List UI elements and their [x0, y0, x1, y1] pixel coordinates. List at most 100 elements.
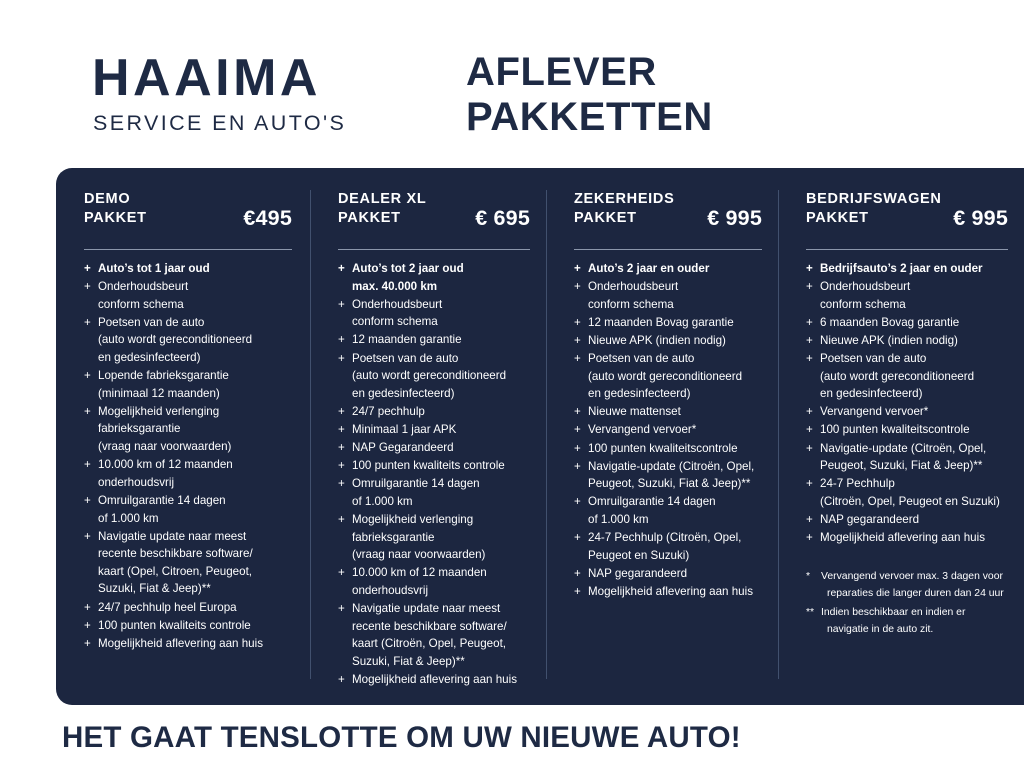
feature-text-line: Mogelijkheid aflevering aan huis	[98, 636, 263, 650]
page-title: AFLEVER PAKKETTEN	[466, 50, 713, 140]
plus-icon: +	[574, 566, 581, 580]
plus-icon: +	[84, 458, 91, 472]
feature-text-line: NAP gegarandeerd	[820, 513, 920, 527]
feature-text-line: 24/7 pechhulp heel Europa	[98, 600, 237, 614]
feature-text-line: Poetsen van de auto	[352, 351, 459, 365]
feature-item: + Onderhoudsbeurt conform schema	[84, 278, 294, 313]
page-header: HAAIMA SERVICE EN AUTO'S AFLEVER PAKKETT…	[0, 0, 1024, 168]
feature-text-line: Omruilgarantie 14 dagen	[98, 493, 226, 507]
feature-text-line: onderhoudsvrij	[98, 475, 175, 489]
feature-text-line: Peugeot, Suzuki, Fiat & Jeep)**	[820, 459, 983, 473]
feature-text: Omruilgarantie 14 dagen of 1.000 km	[352, 475, 530, 510]
feature-text-line: Nieuwe mattenset	[588, 405, 681, 419]
feature-text: Nieuwe APK (indien nodig)	[820, 332, 1008, 350]
feature-item: + Poetsen van de auto (auto wordt gerecond…	[574, 350, 762, 403]
feature-text-line: (vraag naar voorwaarden)	[352, 548, 486, 562]
package-title-line-1: ZEKERHEIDS	[574, 191, 675, 207]
feature-text-line: (auto wordt gereconditioneerd	[588, 369, 743, 383]
feature-text-line: Navigatie update naar meest	[352, 602, 501, 616]
feature-text: Nieuwe APK (indien nodig)	[588, 332, 762, 350]
feature-item: +12 maanden Bovag garantie	[574, 314, 762, 332]
feature-text-line: of 1.000 km	[98, 511, 159, 525]
footnote-line: navigatie in de auto zit.	[827, 624, 934, 636]
feature-item: + NAP gegarandeerd	[806, 511, 1008, 529]
plus-icon: +	[574, 584, 581, 598]
plus-icon: +	[806, 352, 813, 366]
feature-text: Auto’s 2 jaar en ouder	[588, 260, 762, 278]
plus-icon: +	[84, 618, 91, 632]
feature-text-line: of 1.000 km	[588, 513, 649, 527]
feature-text: Onderhoudsbeurt conform schema	[588, 278, 762, 313]
package-price: € 995	[953, 206, 1008, 230]
feature-text-line: Omruilgarantie 14 dagen	[588, 495, 716, 509]
feature-item: + Vervangend vervoer*	[806, 403, 1008, 421]
feature-text-line: kaart (Opel, Citroen, Peugeot,	[98, 564, 253, 578]
page-title-line-2: PAKKETTEN	[466, 94, 713, 139]
feature-text: Poetsen van de auto (auto wordt gerecondi…	[588, 350, 762, 403]
plus-icon: +	[574, 262, 581, 275]
feature-item: + Lopende fabrieksgarantie (minimaal 12 ma…	[84, 367, 294, 402]
feature-text: Bedrijfsauto’s 2 jaar en ouder	[820, 260, 1008, 278]
feature-item: + Nieuwe mattenset	[574, 403, 762, 421]
plus-icon: +	[806, 477, 813, 491]
plus-icon: +	[574, 495, 581, 509]
footnote-marker: *	[806, 570, 811, 582]
footnote-marker: **	[806, 607, 815, 619]
package-header: BEDRIJFSWAGEN PAKKET € 995	[806, 190, 1008, 240]
package-price: €495	[243, 206, 292, 230]
plus-icon: +	[338, 673, 345, 687]
feature-item: + Auto’s tot 1 jaar oud	[84, 260, 294, 278]
plus-icon: +	[574, 315, 581, 329]
feature-text: Navigatie update naar meest recente besch…	[98, 528, 294, 598]
feature-text: Onderhoudsbeurt conform schema	[820, 278, 1008, 313]
package-title: DEALER XL PAKKET	[338, 190, 530, 228]
feature-text: Onderhoudsbeurt conform schema	[98, 278, 294, 313]
feature-text-line: 24/7 pechhulp	[352, 404, 425, 418]
feature-item: + Nieuwe APK (indien nodig)	[806, 332, 1008, 350]
feature-text: NAP gegarandeerd	[820, 511, 1008, 529]
feature-text-line: 10.000 km of 12 maanden	[98, 458, 233, 472]
brand-logo: HAAIMA SERVICE EN AUTO'S	[92, 52, 432, 135]
bottom-tagline: HET GAAT TENSLOTTE OM UW NIEUWE AUTO!	[62, 721, 741, 754]
feature-text-line: Vervangend vervoer*	[588, 423, 697, 437]
plus-icon: +	[338, 513, 345, 527]
feature-text-line: Mogelijkheid verlenging	[352, 513, 474, 527]
feature-item: + Omruilgarantie 14 dagen of 1.000 km	[338, 475, 530, 510]
feature-text-line: 10.000 km of 12 maanden	[352, 566, 487, 580]
plus-icon: +	[338, 477, 345, 491]
plus-icon: +	[84, 280, 91, 294]
package-title-line-2: PAKKET	[338, 210, 401, 227]
feature-text-line: 12 maanden garantie	[352, 333, 462, 347]
feature-item: + Navigatie update naar meest recente besc…	[84, 528, 294, 598]
feature-text: 12 maanden Bovag garantie	[588, 314, 762, 332]
footnote-line: reparaties die langer duren dan 24 uur	[827, 587, 1004, 599]
feature-text: Mogelijkheid aflevering aan huis	[352, 671, 530, 689]
plus-icon: +	[84, 529, 91, 543]
feature-item: + Poetsen van de auto (auto wordt gerecond…	[806, 350, 1008, 403]
package-price: € 995	[707, 206, 762, 230]
feature-item: + Auto’s tot 2 jaar oud max. 40.000 km	[338, 260, 530, 295]
feature-item: + Navigatie update naar meest recente besc…	[338, 600, 530, 670]
footnote: * Vervangend vervoer max. 3 dagen voor rep…	[806, 569, 1008, 603]
package-feature-list: + Auto’s tot 1 jaar oud + Onderhoudsbeurt co…	[84, 260, 294, 652]
feature-text-line: Nieuwe APK (indien nodig)	[588, 333, 726, 347]
feature-text-line: recente beschikbare software/	[98, 547, 253, 561]
feature-text: 100 punten kwaliteits controle	[352, 457, 530, 475]
feature-text-line: Poetsen van de auto	[98, 315, 205, 329]
feature-text: Omruilgarantie 14 dagen of 1.000 km	[98, 492, 294, 527]
plus-icon: +	[806, 405, 813, 419]
plus-icon: +	[574, 531, 581, 545]
feature-item: + Bedrijfsauto’s 2 jaar en ouder	[806, 260, 1008, 278]
package-feature-list: + Auto’s 2 jaar en ouder + Onderhoudsbeurt c…	[574, 260, 762, 601]
feature-item: + Nieuwe APK (indien nodig)	[574, 332, 762, 350]
feature-text: 6 maanden Bovag garantie	[820, 314, 1008, 332]
feature-text-line: Lopende fabrieksgarantie	[98, 369, 229, 383]
feature-item: +6 maanden Bovag garantie	[806, 314, 1008, 332]
feature-text-line: (auto wordt gereconditioneerd	[98, 333, 253, 347]
feature-text-line: Poetsen van de auto	[820, 352, 927, 366]
feature-text-line: Auto’s tot 1 jaar oud	[98, 262, 210, 275]
feature-text-line: 100 punten kwaliteits controle	[98, 618, 251, 632]
feature-item: +10.000 km of 12 maanden onderhoudsvrij	[84, 456, 294, 491]
feature-text-line: Peugeot, Suzuki, Fiat & Jeep)**	[588, 477, 751, 491]
feature-text: 10.000 km of 12 maanden onderhoudsvrij	[352, 564, 530, 599]
